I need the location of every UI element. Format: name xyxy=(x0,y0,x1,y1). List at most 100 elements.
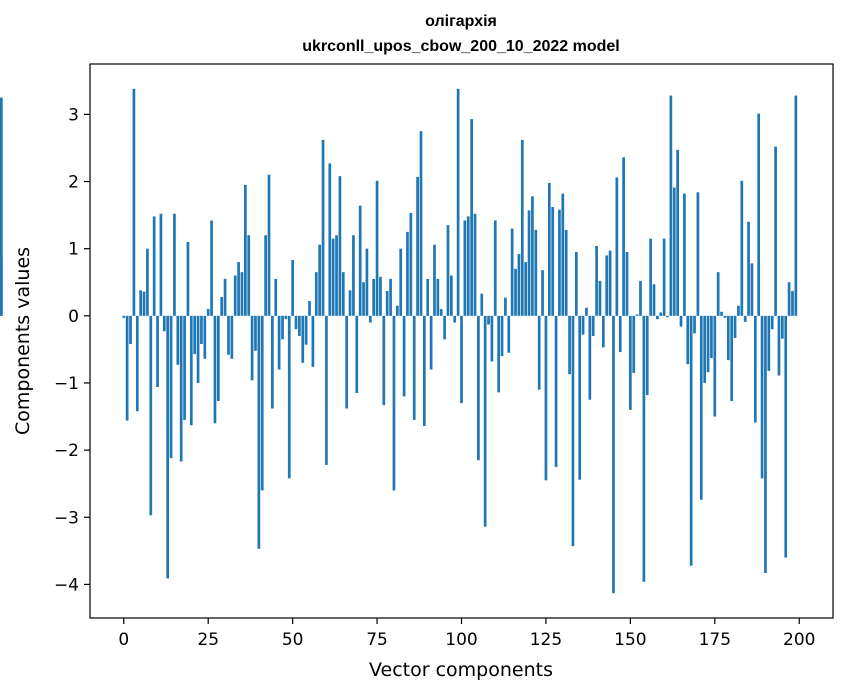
bar-26 xyxy=(210,220,213,316)
bar-76 xyxy=(379,276,382,316)
bar-32 xyxy=(230,315,234,359)
bar-148 xyxy=(622,157,625,316)
bar-135 xyxy=(578,315,582,480)
bar-69 xyxy=(355,315,359,394)
bar-184 xyxy=(743,315,747,322)
bar-196 xyxy=(784,315,788,558)
bar-142 xyxy=(601,315,605,348)
bar-127 xyxy=(551,207,555,316)
x-tick-label: 0 xyxy=(118,630,129,650)
bar-183 xyxy=(740,180,744,316)
bar-30 xyxy=(223,278,227,316)
x-tick-label: 125 xyxy=(530,630,562,650)
bar-191 xyxy=(767,315,771,371)
bar-118 xyxy=(520,139,524,316)
bar-46 xyxy=(277,315,281,370)
bar-155 xyxy=(645,315,649,396)
bar-125 xyxy=(544,315,548,481)
bar-146 xyxy=(615,177,619,316)
bar-50 xyxy=(291,260,294,316)
bar-113 xyxy=(504,297,507,316)
bar-161 xyxy=(666,315,669,318)
bar-126 xyxy=(547,182,551,316)
bar-84 xyxy=(406,231,409,316)
bars-group xyxy=(0,88,798,594)
bar-160 xyxy=(662,238,666,316)
bar-181 xyxy=(733,315,737,338)
plot-area-frame xyxy=(89,63,834,619)
bar-10 xyxy=(156,315,159,387)
bar-176 xyxy=(716,272,720,316)
bar-34 xyxy=(237,262,240,316)
bar-67 xyxy=(348,290,352,316)
bar-41 xyxy=(260,315,264,491)
bar-172 xyxy=(703,315,707,383)
bar-180 xyxy=(730,315,734,402)
bar-18 xyxy=(183,315,186,420)
bar-107 xyxy=(483,315,487,527)
bar-141 xyxy=(598,280,602,316)
bar-27 xyxy=(213,315,217,424)
bar-6 xyxy=(142,291,146,316)
bar-121 xyxy=(531,196,534,316)
bar-77 xyxy=(382,315,386,406)
bar-44 xyxy=(271,315,274,409)
bar-0 xyxy=(122,315,126,318)
bar-175 xyxy=(713,315,717,417)
bar-58 xyxy=(318,244,322,316)
bar-80 xyxy=(392,315,396,491)
y-tick-label: −2 xyxy=(54,441,79,461)
y-tick-label: 1 xyxy=(68,240,79,260)
bar-29 xyxy=(220,297,224,316)
x-axis-label: Vector components xyxy=(369,659,553,681)
bar-79 xyxy=(389,278,392,316)
bar-198 xyxy=(791,290,794,316)
x-tick-label: 150 xyxy=(614,630,646,650)
bar-133 xyxy=(571,315,575,547)
y-tick-label: 3 xyxy=(68,105,79,125)
bar-189 xyxy=(760,315,764,479)
bar-undefined xyxy=(0,256,3,316)
bar-52 xyxy=(298,315,301,336)
bar-102 xyxy=(466,216,470,316)
bar-114 xyxy=(507,315,511,353)
bar-105 xyxy=(477,315,480,461)
bar-36 xyxy=(244,184,247,316)
bar-78 xyxy=(385,290,389,316)
bar-151 xyxy=(632,315,636,373)
bar-35 xyxy=(240,272,244,316)
bar-134 xyxy=(574,252,578,316)
bar-186 xyxy=(750,263,754,316)
x-tick-label: 25 xyxy=(197,630,219,650)
bar-178 xyxy=(723,315,727,318)
bar-139 xyxy=(591,315,595,336)
bar-5 xyxy=(139,290,143,316)
bar-131 xyxy=(564,229,568,316)
bar-128 xyxy=(554,315,558,467)
x-tick-label: 100 xyxy=(445,630,477,650)
bar-70 xyxy=(358,205,362,316)
bar-197 xyxy=(787,282,791,316)
bar-150 xyxy=(629,315,632,410)
bar-83 xyxy=(402,315,406,397)
bar-170 xyxy=(696,192,700,316)
bar-140 xyxy=(595,245,598,316)
bar-162 xyxy=(669,95,673,316)
x-tick-label: 175 xyxy=(699,630,731,650)
bar-86 xyxy=(412,315,416,420)
bar-104 xyxy=(473,213,477,316)
bar-51 xyxy=(294,315,298,330)
y-axis-label: Components values xyxy=(12,247,34,435)
bar-129 xyxy=(558,209,561,316)
bar-177 xyxy=(720,311,723,316)
bar-92 xyxy=(433,244,436,316)
bar-3 xyxy=(132,88,136,316)
y-tick-label: −1 xyxy=(54,374,79,394)
bar-93 xyxy=(436,278,440,316)
bar-2 xyxy=(129,315,132,345)
bar-112 xyxy=(500,315,504,357)
bar-195 xyxy=(780,315,784,339)
x-tick-label: 200 xyxy=(783,630,815,650)
bar-8 xyxy=(149,315,153,516)
bar-31 xyxy=(227,315,230,355)
